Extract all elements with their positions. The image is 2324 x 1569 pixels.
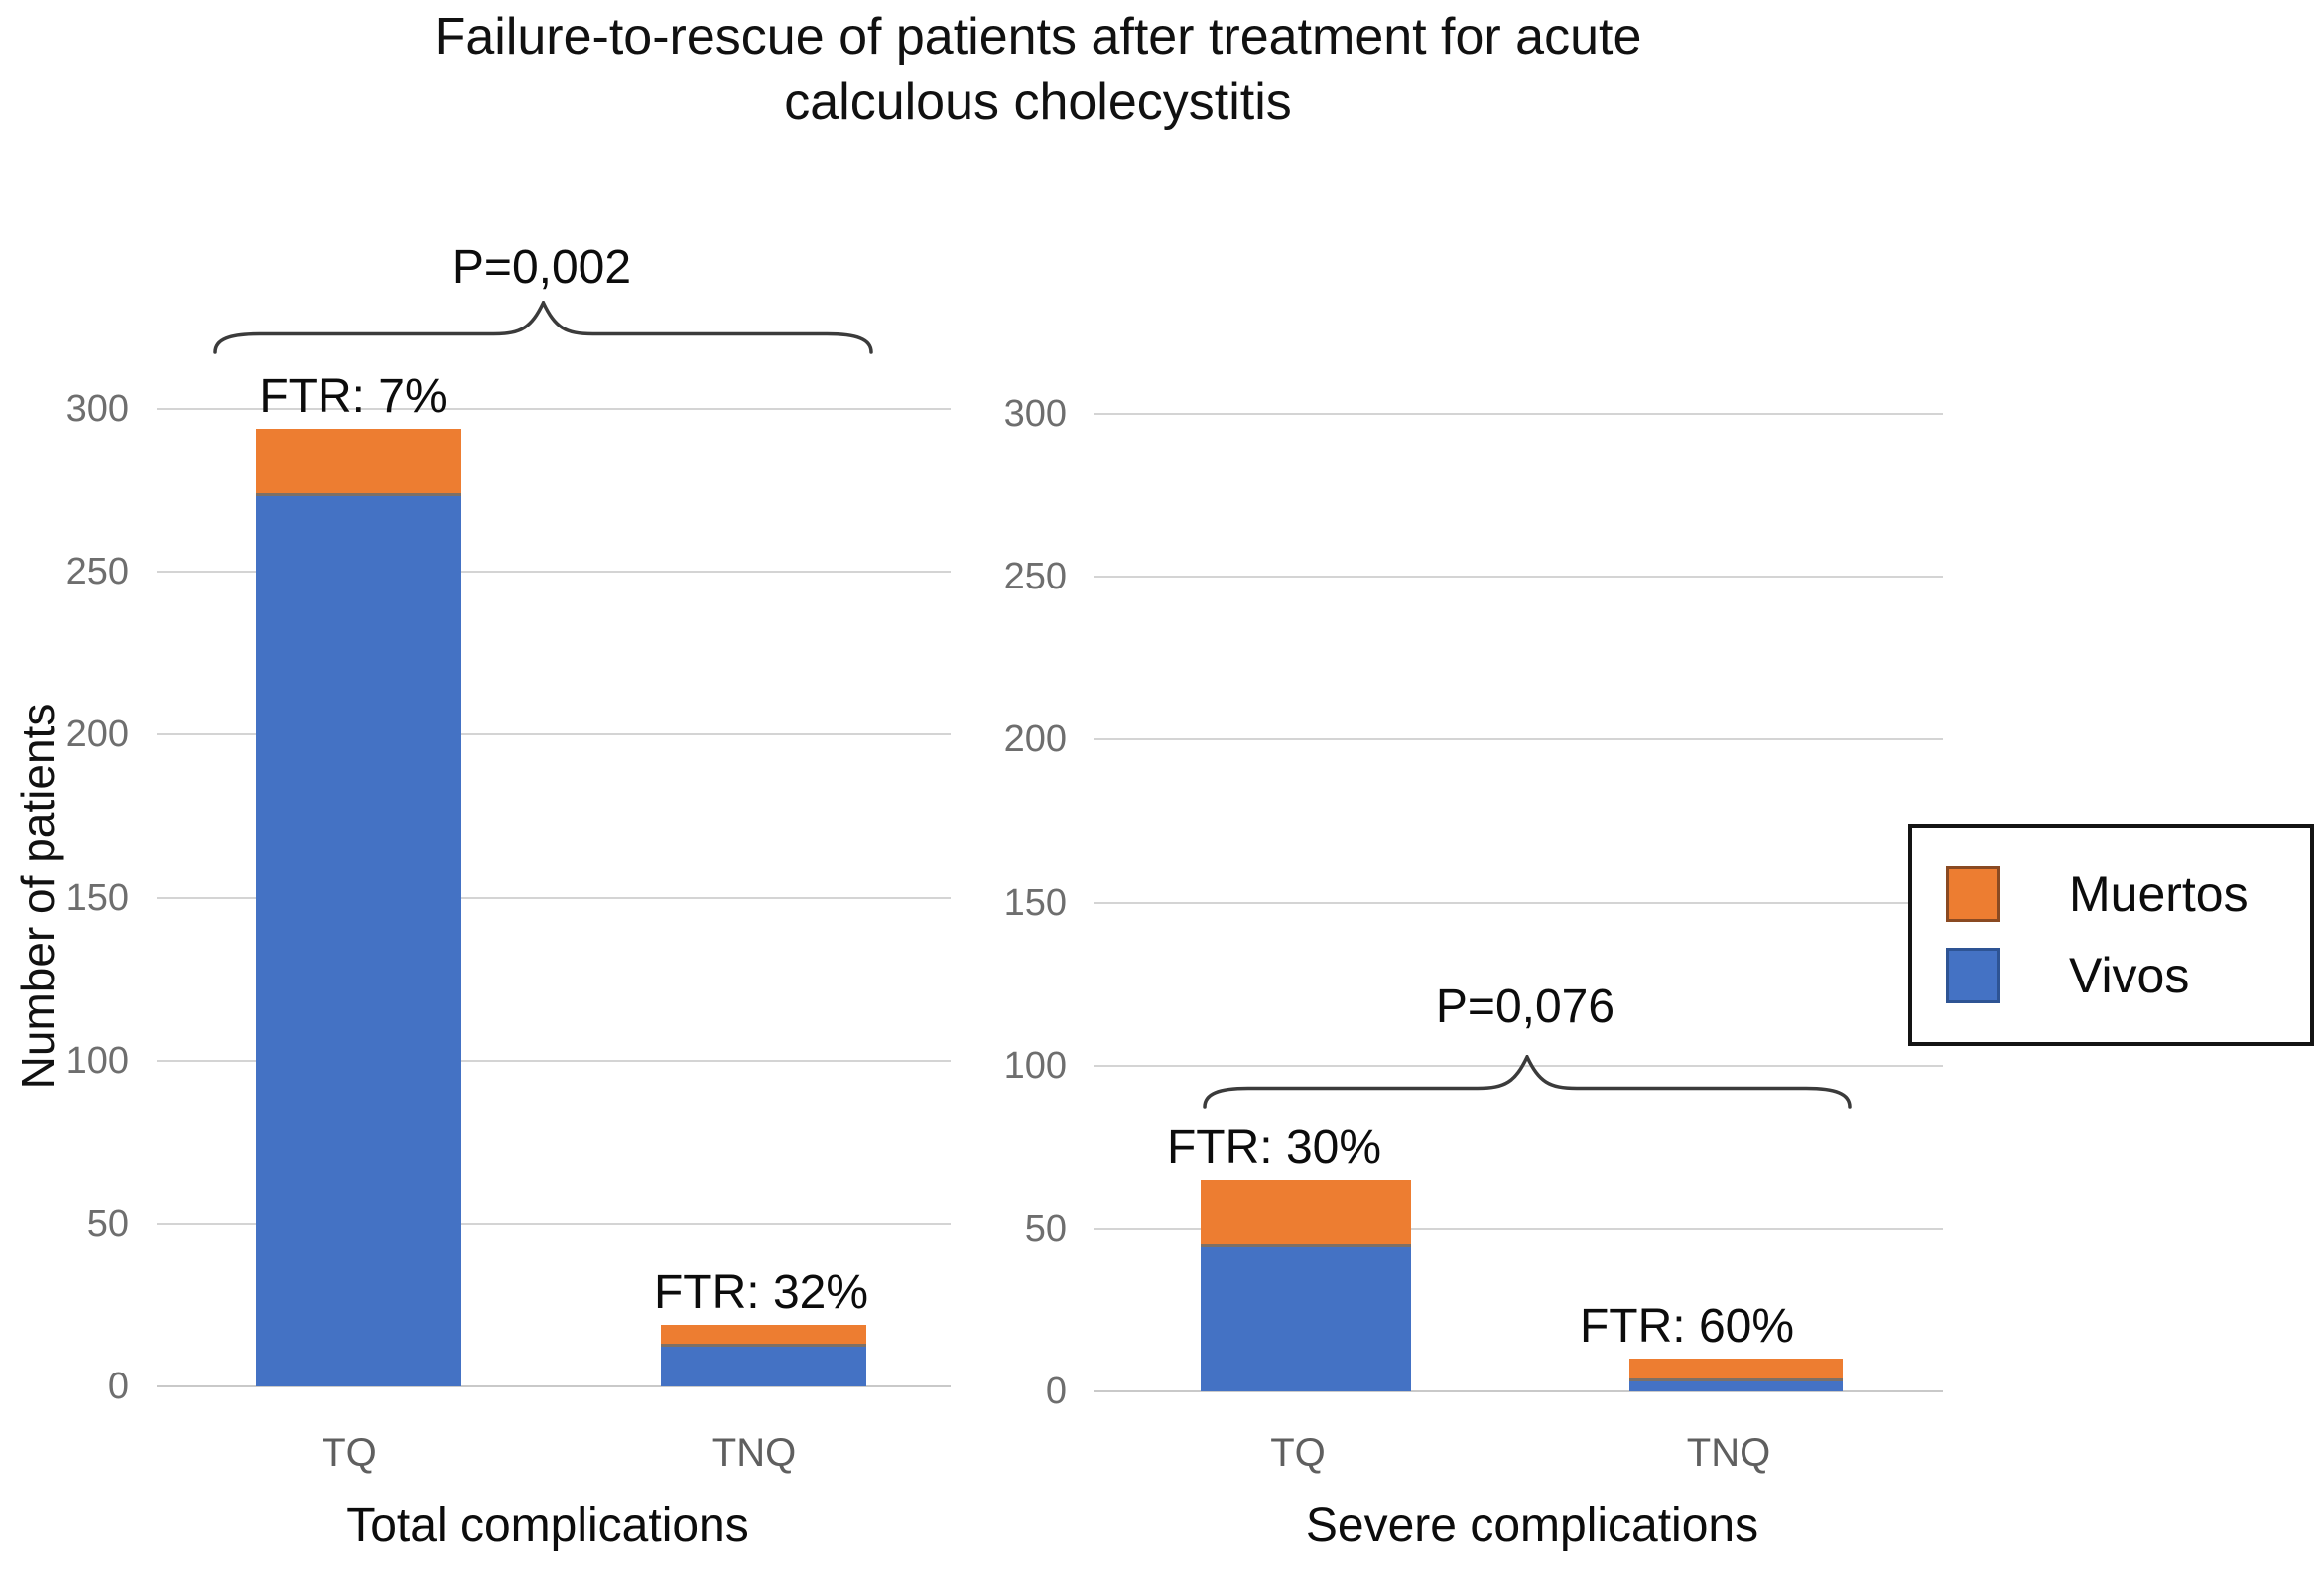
bar-total-tq-vivos — [256, 493, 461, 1386]
gridline-severe-0 — [1094, 1390, 1943, 1392]
group-label-total-complications: Total complications — [346, 1500, 749, 1552]
y-tick-total-200: 200 — [65, 714, 129, 756]
y-tick-total-100: 100 — [65, 1039, 129, 1082]
p-value-label-total: P=0,002 — [452, 241, 632, 294]
y-tick-severe-250: 250 — [1003, 556, 1067, 598]
bar-severe-tq-vivos — [1201, 1244, 1411, 1391]
y-tick-total-250: 250 — [65, 551, 129, 593]
x-category-severe-tq: TQ — [1270, 1431, 1326, 1475]
gridline-total-300 — [157, 408, 951, 410]
bar-severe-tnq-vivos — [1629, 1377, 1843, 1391]
x-category-severe-tnq: TNQ — [1686, 1431, 1771, 1475]
gridline-severe-200 — [1094, 738, 1943, 741]
gridline-severe-300 — [1094, 413, 1943, 415]
bar-total-tnq-vivos — [661, 1344, 866, 1386]
legend-swatch-vivos — [1946, 948, 2000, 1003]
y-tick-severe-150: 150 — [1003, 881, 1067, 924]
y-tick-total-150: 150 — [65, 876, 129, 919]
ftr-label-total-tq: FTR: 7% — [259, 369, 448, 423]
legend-label-vivos: Vivos — [2069, 948, 2190, 1003]
gridline-total-250 — [157, 571, 951, 574]
legend-item-muertos: Muertos — [1946, 865, 2249, 923]
brace-icon — [1203, 1052, 1852, 1109]
brace-icon — [213, 298, 873, 354]
y-tick-total-0: 0 — [107, 1366, 129, 1407]
bar-total-tnq-muertos — [661, 1324, 866, 1348]
y-tick-total-300: 300 — [65, 388, 129, 430]
legend-label-muertos: Muertos — [2069, 866, 2249, 922]
gridline-severe-250 — [1094, 576, 1943, 579]
ftr-label-total-tnq: FTR: 32% — [653, 1265, 869, 1319]
gridline-total-0 — [157, 1385, 951, 1387]
bar-severe-tq-muertos — [1201, 1179, 1411, 1248]
x-category-total-tnq: TNQ — [711, 1431, 797, 1475]
group-label-severe-complications: Severe complications — [1305, 1500, 1759, 1552]
legend-box: Muertos Vivos — [1908, 824, 2314, 1046]
bar-total-tq-muertos — [256, 428, 461, 497]
y-tick-severe-50: 50 — [1024, 1207, 1067, 1249]
gridline-severe-100 — [1094, 1064, 1943, 1067]
y-tick-severe-200: 200 — [1003, 719, 1067, 761]
gridline-total-200 — [157, 733, 951, 736]
y-tick-severe-300: 300 — [1003, 393, 1067, 435]
comparison-brace-total — [213, 298, 873, 359]
gridline-severe-50 — [1094, 1227, 1943, 1230]
gridline-total-50 — [157, 1222, 951, 1225]
comparison-brace-severe — [1203, 1052, 1852, 1113]
legend-swatch-muertos — [1946, 866, 2000, 922]
p-value-label-severe: P=0,076 — [1435, 981, 1615, 1033]
legend-item-vivos: Vivos — [1946, 947, 2189, 1004]
gridline-total-100 — [157, 1059, 951, 1062]
chart-title-line2: calculous cholecystitis — [784, 73, 1292, 131]
bar-severe-tnq-muertos — [1629, 1359, 1843, 1381]
x-category-total-tq: TQ — [322, 1431, 377, 1475]
chart-title-line1: Failure-to-rescue of patients after trea… — [434, 8, 1642, 65]
y-tick-severe-0: 0 — [1045, 1371, 1067, 1412]
chart-title: Failure-to-rescue of patients after trea… — [244, 4, 1832, 135]
y-tick-total-50: 50 — [86, 1202, 129, 1244]
ftr-label-severe-tq: FTR: 30% — [1166, 1120, 1382, 1174]
y-tick-severe-100: 100 — [1003, 1044, 1067, 1087]
gridline-total-150 — [157, 896, 951, 899]
ftr-label-severe-tnq: FTR: 60% — [1579, 1300, 1795, 1354]
gridline-severe-150 — [1094, 901, 1943, 904]
